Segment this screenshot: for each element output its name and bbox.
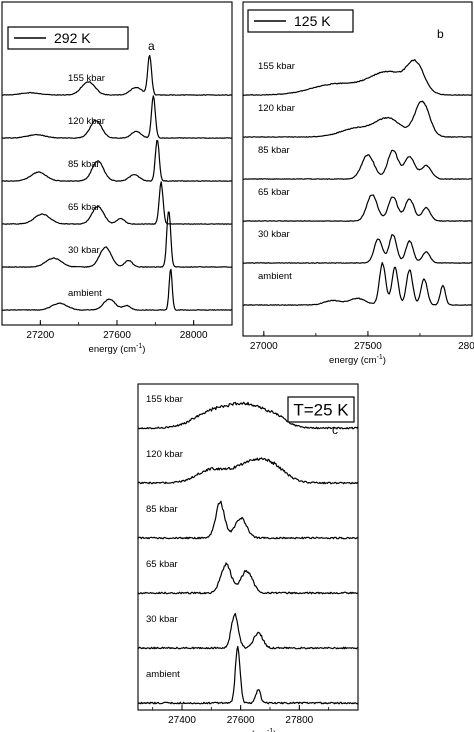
x-axis-label: energy (cm-1) — [329, 354, 386, 366]
panel-c: 27400 27600 27800 energy (cm-1) 155 kbar 120 … — [137, 383, 359, 732]
plot-frame — [242, 1, 473, 337]
spectrum-trace — [2, 268, 232, 311]
series-label: 155 kbar — [68, 73, 105, 84]
spectrum-trace — [138, 612, 358, 650]
x-tick-label: 27500 — [354, 341, 382, 352]
series-label: 120 kbar — [68, 116, 105, 127]
x-tick-label: 27600 — [103, 330, 131, 341]
series-label: ambient — [68, 288, 102, 299]
series-label: 30 kbar — [68, 245, 100, 256]
panel-a: 27200 27600 28000 energy (cm-1) 155 kbar 120 … — [1, 1, 233, 355]
legend-label: 125 K — [294, 13, 331, 29]
panel-letter: b — [437, 27, 444, 41]
spectrum-trace — [2, 211, 232, 268]
series-label: 85 kbar — [258, 145, 290, 156]
x-tick-label: 27800 — [285, 715, 313, 726]
series-label: 155 kbar — [146, 394, 183, 405]
series-label: 120 kbar — [146, 449, 183, 460]
legend-label: 292 K — [54, 30, 91, 46]
x-axis-label: energy (cm-1) — [220, 728, 277, 732]
panel-letter: c — [332, 423, 338, 437]
panel-b: 27000 27500 28000 energy (cm-1) 155 kbar 120 … — [242, 1, 474, 366]
series-label: 85 kbar — [68, 159, 100, 170]
spectrum-trace — [138, 500, 358, 540]
spectrum-trace — [243, 149, 472, 180]
legend-box — [287, 396, 355, 423]
series-label: 65 kbar — [146, 559, 178, 570]
series-label: ambient — [258, 271, 292, 282]
series-label: 65 kbar — [258, 187, 290, 198]
series-label: 85 kbar — [146, 504, 178, 515]
x-tick-label: 27600 — [227, 715, 255, 726]
x-tick-label: 27400 — [168, 715, 196, 726]
spectrum-trace — [243, 100, 472, 138]
legend-box — [247, 9, 354, 33]
spectrum-trace — [243, 59, 472, 96]
legend-box — [7, 26, 129, 50]
series-label: ambient — [146, 669, 180, 680]
plot-frame — [1, 1, 233, 326]
x-tick-label: 28000 — [458, 341, 474, 352]
series-label: 30 kbar — [258, 229, 290, 240]
spectrum-trace — [2, 95, 232, 139]
x-tick-label: 27200 — [26, 330, 54, 341]
plot-frame — [137, 383, 359, 711]
spectrum-trace — [2, 181, 232, 225]
spectrum-trace — [243, 194, 472, 222]
series-label: 155 kbar — [258, 61, 295, 72]
legend-label: T=25 K — [293, 401, 349, 420]
series-label: 65 kbar — [68, 202, 100, 213]
spectrum-trace — [243, 234, 472, 264]
spectrum-trace — [138, 401, 358, 430]
x-tick-label: 27000 — [250, 341, 278, 352]
series-label: 120 kbar — [258, 103, 295, 114]
spectrum-trace — [138, 457, 358, 485]
spectrum-trace — [2, 54, 232, 96]
spectrum-trace — [138, 645, 358, 705]
spectrum-trace — [243, 262, 472, 306]
x-axis-label: energy (cm-1) — [89, 343, 146, 355]
spectrum-trace — [2, 140, 232, 182]
series-label: 30 kbar — [146, 614, 178, 625]
x-tick-label: 28000 — [180, 330, 208, 341]
panel-letter: a — [148, 39, 155, 53]
spectrum-trace — [138, 562, 358, 595]
